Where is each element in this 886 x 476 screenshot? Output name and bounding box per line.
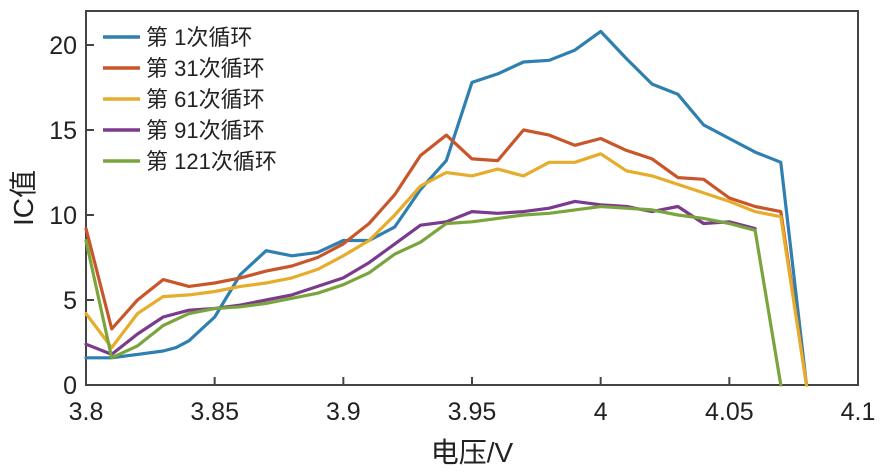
legend-label-5: 第 121次循环 bbox=[146, 149, 277, 174]
y-axis-title: IC值 bbox=[8, 170, 39, 226]
legend-label-1: 第 1次循环 bbox=[146, 25, 252, 50]
x-tick-label: 3.85 bbox=[190, 398, 239, 426]
series-line-5 bbox=[84, 204, 783, 387]
x-tick-label: 4.1 bbox=[841, 398, 876, 426]
series-line-1 bbox=[84, 29, 809, 387]
ticks-layer: 3.8 3.85 3.9 3.95 4 4.05 4.1 0 5 10 15 20 bbox=[49, 32, 875, 426]
x-tick-label: 4 bbox=[594, 398, 608, 426]
series-line-2 bbox=[84, 128, 809, 387]
series-layer bbox=[84, 29, 809, 387]
x-axis-title: 电压/V bbox=[431, 437, 514, 468]
y-tick-label: 5 bbox=[63, 287, 77, 315]
legend-label-4: 第 91次循环 bbox=[146, 118, 265, 143]
legend-label-3: 第 61次循环 bbox=[146, 87, 265, 112]
x-tick-label: 3.9 bbox=[326, 398, 361, 426]
legend-label-2: 第 31次循环 bbox=[146, 56, 265, 81]
x-tick-label: 4.05 bbox=[705, 398, 754, 426]
x-tick-label: 3.95 bbox=[448, 398, 497, 426]
y-tick-label: 15 bbox=[49, 117, 77, 145]
y-tick-label: 0 bbox=[63, 372, 77, 400]
y-tick-label: 20 bbox=[49, 32, 77, 60]
y-tick-label: 10 bbox=[49, 202, 77, 230]
x-tick-label: 3.8 bbox=[69, 398, 104, 426]
series-line-3 bbox=[84, 152, 809, 387]
